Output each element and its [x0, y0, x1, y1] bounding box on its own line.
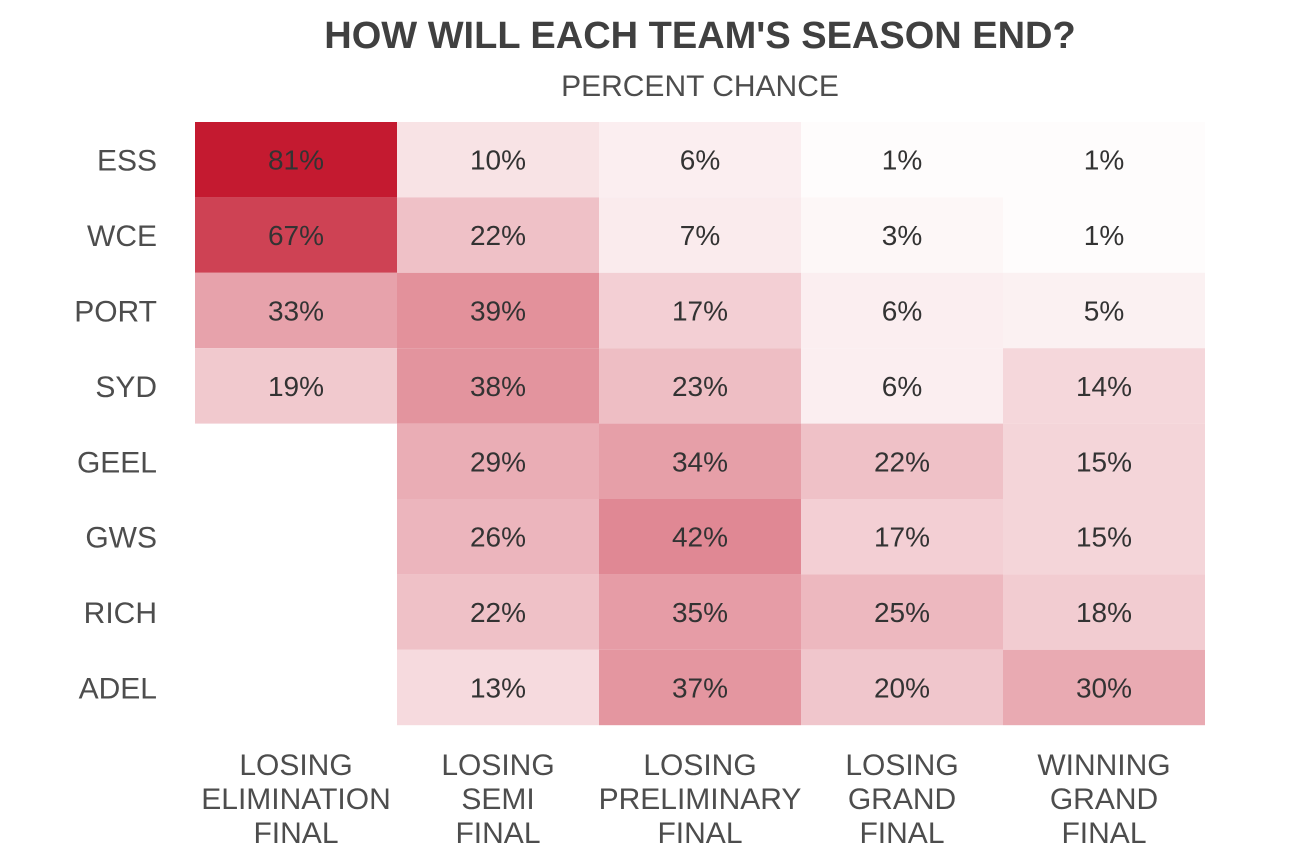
cell-value-label: 14%: [1076, 371, 1132, 402]
row-label-adel: ADEL: [79, 673, 157, 706]
heatmap-cell: [801, 122, 1003, 198]
heatmap-cell: [801, 649, 1003, 726]
cell-value-label: 67%: [268, 220, 324, 251]
chart-subtitle: PERCENT CHANCE: [561, 70, 839, 103]
cell-value-label: 23%: [672, 371, 728, 402]
cell-value-label: 1%: [1084, 220, 1124, 251]
chart-title: HOW WILL EACH TEAM'S SEASON END?: [324, 15, 1075, 57]
cell-value-label: 1%: [1084, 145, 1124, 176]
cell-value-label: 42%: [672, 522, 728, 553]
row-label-ess: ESS: [97, 145, 157, 178]
cell-value-label: 13%: [470, 673, 526, 704]
heatmap-cell: [599, 122, 801, 198]
row-label-wce: WCE: [87, 220, 157, 253]
row-label-gws: GWS: [85, 522, 157, 555]
heatmap-cell: [801, 423, 1003, 499]
heatmap-cell: [599, 272, 801, 349]
heatmap-cell: [801, 348, 1003, 424]
cell-value-label: 6%: [680, 145, 720, 176]
cell-value-label: 18%: [1076, 597, 1132, 628]
column-label: WINNING GRAND FINAL: [1037, 749, 1170, 850]
cell-value-label: 3%: [882, 220, 922, 251]
cell-value-label: 25%: [874, 597, 930, 628]
cell-value-label: 38%: [470, 371, 526, 402]
heatmap-cell: [397, 499, 599, 575]
cell-value-label: 5%: [1084, 296, 1124, 327]
heatmap-cell: [1003, 499, 1205, 575]
column-label: LOSING SEMI FINAL: [441, 749, 554, 850]
cell-value-label: 34%: [672, 446, 728, 477]
heatmap-cell: [1003, 272, 1205, 349]
column-label: LOSING ELIMINATION FINAL: [201, 749, 390, 850]
heatmap-cell: [1003, 574, 1205, 650]
heatmap-cell: [195, 197, 397, 273]
heatmap-cell: [397, 272, 599, 349]
heatmap-cell: [397, 649, 599, 726]
heatmap-cell: [397, 423, 599, 499]
row-label-syd: SYD: [95, 371, 157, 404]
cell-value-label: 81%: [268, 145, 324, 176]
cell-value-label: 35%: [672, 597, 728, 628]
cell-value-label: 19%: [268, 371, 324, 402]
cell-value-label: 17%: [672, 296, 728, 327]
column-labels: LOSING ELIMINATION FINAL LOSING SEMI FINAL LOS…: [201, 749, 1170, 850]
heatmap-cell: [599, 574, 801, 650]
heatmap-cell: [801, 574, 1003, 650]
heatmap-cell: [801, 499, 1003, 575]
cell-value-label: 15%: [1076, 446, 1132, 477]
heatmap-cell: [397, 197, 599, 273]
cell-value-label: 6%: [882, 296, 922, 327]
heatmap-cell: [599, 197, 801, 273]
row-label-port: PORT: [74, 296, 157, 329]
cell-value-label: 20%: [874, 673, 930, 704]
heatmap-cell: [1003, 423, 1205, 499]
cell-value-label: 33%: [268, 296, 324, 327]
cell-value-label: 22%: [470, 597, 526, 628]
cell-value-label: 29%: [470, 446, 526, 477]
heatmap-cell: [801, 272, 1003, 349]
heatmap-cell: [195, 122, 397, 198]
heatmap-cell: [1003, 122, 1205, 198]
heatmap-cell: [397, 348, 599, 424]
cell-value-label: 6%: [882, 371, 922, 402]
heatmap-cell: [397, 574, 599, 650]
cell-value-label: 1%: [882, 145, 922, 176]
row-label-geel: GEEL: [77, 446, 157, 479]
heatmap-cell: [1003, 348, 1205, 424]
cell-value-label: 39%: [470, 296, 526, 327]
column-label: LOSING PRELIMINARY FINAL: [599, 749, 802, 850]
heatmap-cell: [801, 197, 1003, 273]
heatmap-cell: [599, 348, 801, 424]
cell-value-label: 10%: [470, 145, 526, 176]
cell-value-label: 15%: [1076, 522, 1132, 553]
heatmap-cell: [397, 122, 599, 198]
heatmap-cell: [195, 272, 397, 349]
heatmap-cell: [599, 499, 801, 575]
cell-value-label: 7%: [680, 220, 720, 251]
column-label: LOSING GRAND FINAL: [845, 749, 958, 850]
cell-value-label: 37%: [672, 673, 728, 704]
row-label-rich: RICH: [84, 597, 157, 630]
heatmap-cell: [599, 423, 801, 499]
cell-value-label: 22%: [874, 446, 930, 477]
heatmap-cell: [1003, 197, 1205, 273]
heatmap-cells: 81% 10% 6% 1% 1% 67% 22% 7% 3% 1% 33% 39% 17% 6% 5% 19%…: [195, 122, 1205, 726]
heatmap-cell: [1003, 649, 1205, 726]
heatmap-cell: [599, 649, 801, 726]
heatmap-cell: [195, 348, 397, 424]
cell-value-label: 30%: [1076, 673, 1132, 704]
cell-value-label: 22%: [470, 220, 526, 251]
cell-value-label: 26%: [470, 522, 526, 553]
cell-value-label: 17%: [874, 522, 930, 553]
row-labels: ESS WCE PORT SYD GEEL GWS RICH ADEL: [74, 145, 157, 706]
